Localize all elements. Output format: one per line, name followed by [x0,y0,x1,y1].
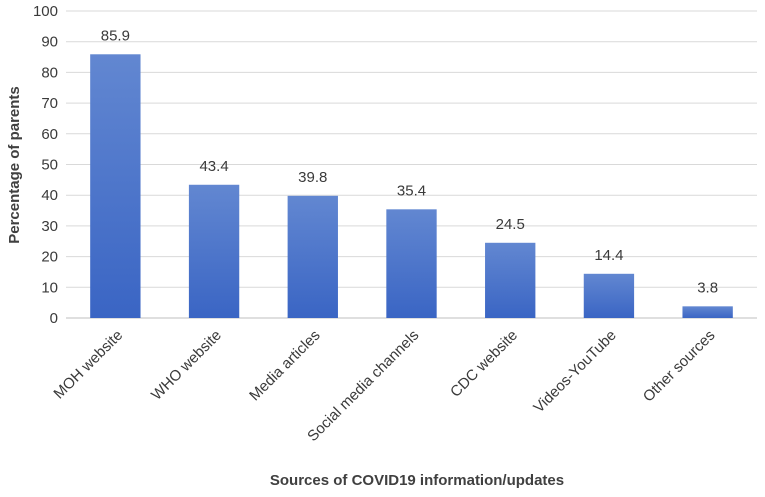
y-tick-label: 70 [41,95,58,112]
y-tick-label: 100 [33,3,58,20]
y-axis-title: Percentage of parents [6,86,23,244]
y-tick-label: 90 [41,34,58,51]
y-tick-label: 30 [41,218,58,235]
x-axis-title: Sources of COVID19 information/updates [270,472,564,489]
gridlines [66,10,757,319]
x-axis-categories: MOH website WHO website Media articlesSoci… [51,327,719,445]
x-category-label: Media articles [246,327,323,404]
x-category-label: Videos-YouTube [530,327,619,416]
bar-value-label: 39.8 [298,169,327,186]
y-tick-label: 50 [41,157,58,174]
y-tick-label: 80 [41,64,58,81]
bar [188,184,240,318]
bar [682,306,733,318]
bar-value-label: 35.4 [397,182,426,199]
bar [583,273,635,318]
y-tick-label: 0 [50,310,58,327]
y-axis-ticks: 0 10 20 30 40 50 60 70 80 90 100 [33,3,58,327]
x-category-label: WHO website [148,327,225,404]
data-labels: 85.9 43.4 39.8 35.4 24.5 14.4 3.8 [101,27,718,296]
y-tick-label: 40 [41,187,58,204]
bar-value-label: 43.4 [199,158,228,175]
x-category-label: Other sources [640,327,719,406]
y-tick-label: 10 [41,279,58,296]
x-category-label: MOH website [51,327,127,403]
bar [386,209,437,318]
bar-value-label: 14.4 [594,247,623,264]
bar-value-label: 85.9 [101,27,130,44]
bar [485,242,536,318]
bars [90,54,733,319]
bar-value-label: 24.5 [496,216,525,233]
bar-value-label: 3.8 [697,279,718,296]
bar [287,195,338,318]
y-tick-label: 20 [41,249,58,266]
y-tick-label: 60 [41,126,58,143]
x-category-label: CDC website [447,327,521,401]
x-category-label: Social media channels [304,327,422,445]
bar [90,54,141,319]
